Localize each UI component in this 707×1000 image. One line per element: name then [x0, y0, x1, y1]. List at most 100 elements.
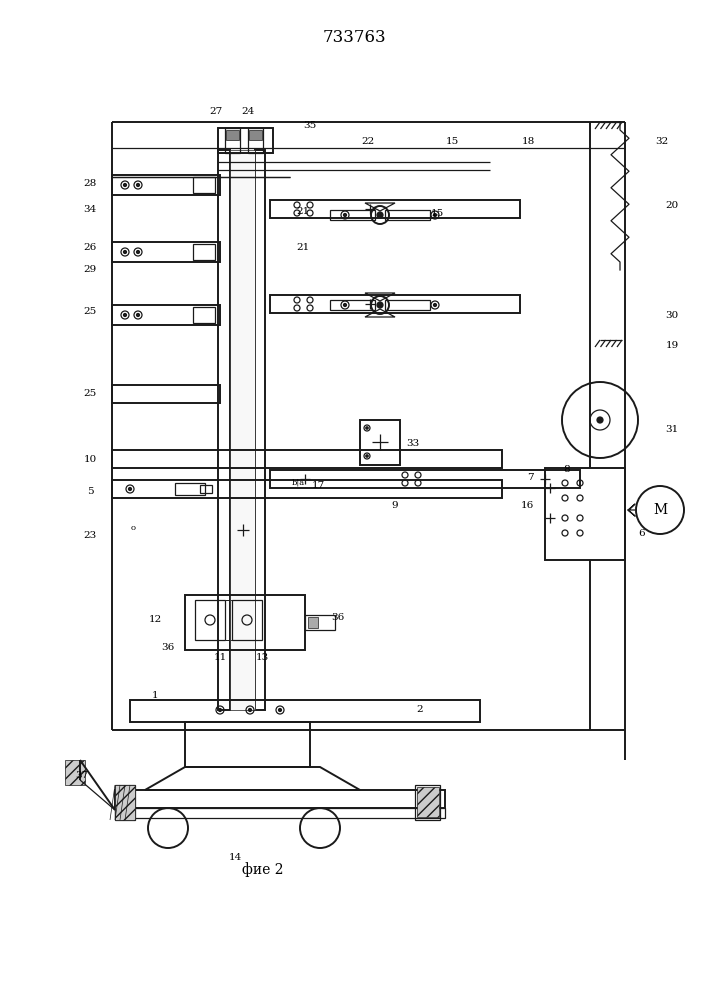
Text: 19: 19 — [665, 340, 679, 350]
Text: 30: 30 — [665, 310, 679, 320]
Text: 1: 1 — [152, 690, 158, 700]
Text: 25: 25 — [83, 308, 97, 316]
Bar — [255, 150, 265, 710]
Circle shape — [433, 214, 436, 217]
Bar — [112, 480, 502, 498]
Text: 29: 29 — [83, 265, 97, 274]
Bar — [232, 600, 262, 640]
Text: 11: 11 — [214, 654, 227, 662]
Text: 28: 28 — [83, 178, 97, 188]
Circle shape — [124, 184, 127, 186]
Text: 24: 24 — [241, 107, 255, 116]
Text: 37: 37 — [76, 770, 88, 780]
Bar — [193, 307, 215, 323]
Circle shape — [218, 708, 221, 712]
Text: 26: 26 — [83, 243, 97, 252]
Bar — [226, 130, 239, 140]
Bar — [112, 242, 220, 262]
Circle shape — [344, 304, 346, 306]
Bar — [330, 210, 375, 220]
Bar — [248, 128, 263, 153]
Circle shape — [129, 488, 132, 490]
Text: фие 2: фие 2 — [243, 863, 284, 877]
Bar — [360, 420, 400, 465]
Bar — [218, 150, 230, 710]
Circle shape — [366, 455, 368, 457]
Bar — [112, 175, 220, 195]
Text: 23: 23 — [83, 530, 97, 540]
Text: 33: 33 — [407, 438, 420, 448]
Bar — [249, 130, 262, 140]
Bar — [270, 470, 580, 488]
Bar — [545, 468, 625, 560]
Text: 25: 25 — [83, 388, 97, 397]
Bar — [115, 790, 445, 808]
Bar — [308, 617, 318, 628]
Bar — [385, 300, 430, 310]
Bar — [65, 760, 85, 785]
Text: 5: 5 — [87, 488, 93, 496]
Text: 15: 15 — [445, 137, 459, 146]
Circle shape — [433, 304, 436, 306]
Bar — [175, 483, 205, 495]
Text: 32: 32 — [655, 137, 669, 146]
Text: 16: 16 — [520, 502, 534, 510]
Text: 8: 8 — [563, 466, 571, 475]
Circle shape — [136, 314, 139, 316]
Bar — [115, 785, 135, 820]
Bar — [112, 450, 502, 468]
Bar — [225, 128, 240, 153]
Text: b|a: b|a — [291, 478, 305, 486]
Bar — [200, 485, 212, 493]
Bar — [193, 177, 215, 193]
Bar — [193, 244, 215, 260]
Text: 34: 34 — [83, 206, 97, 215]
Bar — [115, 808, 445, 818]
Bar — [112, 385, 220, 403]
Circle shape — [344, 214, 346, 217]
Bar — [270, 200, 520, 218]
Bar — [270, 295, 520, 313]
Text: 20: 20 — [665, 200, 679, 210]
Text: 15: 15 — [431, 209, 443, 218]
Text: 733763: 733763 — [322, 29, 386, 46]
Text: 31: 31 — [665, 426, 679, 434]
Text: 7: 7 — [527, 474, 533, 483]
Circle shape — [597, 417, 603, 423]
Circle shape — [136, 250, 139, 253]
Bar — [185, 722, 310, 767]
Text: 2: 2 — [416, 706, 423, 714]
Circle shape — [366, 427, 368, 429]
Bar — [330, 300, 375, 310]
Text: 10: 10 — [83, 456, 97, 464]
Bar — [185, 595, 305, 650]
Bar — [305, 615, 335, 630]
Bar — [415, 785, 440, 820]
Text: 17: 17 — [311, 481, 325, 489]
Text: 21: 21 — [296, 243, 310, 252]
Circle shape — [124, 314, 127, 316]
Circle shape — [136, 184, 139, 186]
Text: o: o — [131, 524, 136, 532]
Bar — [230, 150, 255, 710]
Text: 14: 14 — [228, 854, 242, 862]
Text: 12: 12 — [148, 615, 162, 624]
Circle shape — [377, 212, 383, 218]
Circle shape — [377, 302, 383, 308]
Text: 9: 9 — [392, 500, 398, 510]
Text: 18: 18 — [521, 137, 534, 146]
Circle shape — [279, 708, 281, 712]
Text: 21: 21 — [296, 208, 310, 217]
Text: 27: 27 — [209, 107, 223, 116]
Text: M: M — [653, 503, 667, 517]
Text: 36: 36 — [161, 644, 175, 652]
Bar — [417, 787, 439, 817]
Bar — [115, 785, 135, 820]
Bar — [112, 305, 220, 325]
Circle shape — [248, 708, 252, 712]
Bar — [385, 210, 430, 220]
Bar — [195, 600, 225, 640]
Text: 36: 36 — [332, 612, 344, 621]
Text: 22: 22 — [361, 137, 375, 146]
Circle shape — [124, 250, 127, 253]
